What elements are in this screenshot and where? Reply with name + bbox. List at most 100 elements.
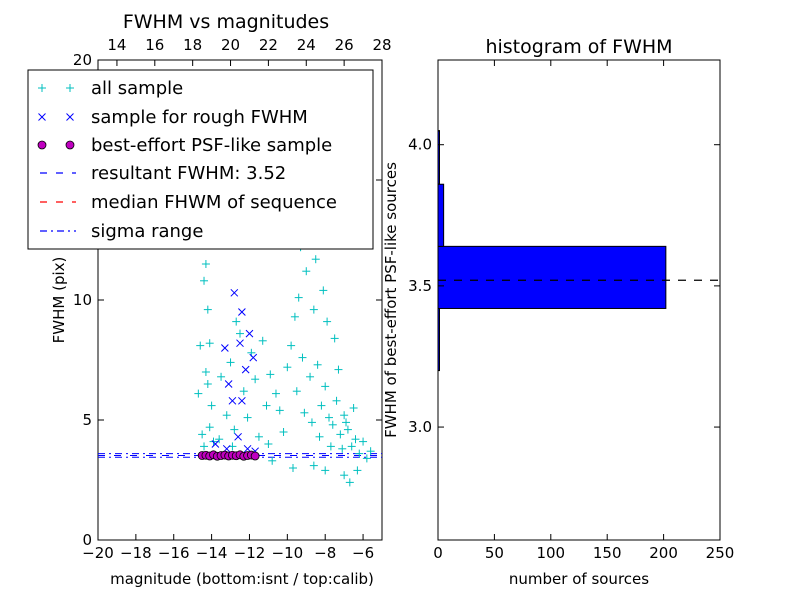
all-sample-point [353, 466, 362, 475]
legend-label: all sample [91, 78, 183, 99]
all-sample-point [289, 464, 298, 472]
all-sample-point [311, 255, 320, 264]
all-sample-point [317, 401, 326, 410]
all-sample-point [264, 440, 273, 448]
rough-sample-point-b [241, 365, 250, 374]
all-sample-point [362, 454, 371, 463]
all-sample-point [306, 372, 315, 381]
all-sample-point [300, 408, 309, 417]
rough-sample-point [236, 339, 244, 348]
all-sample-point [334, 365, 343, 374]
legend-x [66, 113, 74, 121]
all-sample-point [283, 363, 292, 372]
legend-label: sigma range [91, 221, 203, 242]
all-sample-point [321, 382, 330, 391]
right-y-axis-label: FWHM of best-effort PSF-like sources [382, 162, 400, 438]
rough-sample-point-b [224, 380, 233, 388]
all-sample-point [201, 368, 210, 376]
y-tick-label: 10 [73, 291, 92, 309]
all-sample-point [328, 420, 337, 429]
rough-sample-point-b [220, 344, 229, 352]
fwhm-histogram-plot: 0 50 100 150 200 250 3.0 3.5 4.0 histogram of FW… [382, 36, 734, 588]
legend-entry-resultant-fwhm: resultant FWHM: 3.52 [40, 163, 286, 184]
rough-sample-point [245, 329, 254, 338]
all-sample-point [302, 267, 311, 276]
all-sample-point [262, 401, 271, 410]
all-sample-point [196, 341, 205, 350]
rough-sample-point [249, 353, 258, 362]
all-sample-point [349, 404, 358, 412]
left-x-axis-label: magnitude (bottom:isnt / top:calib) [110, 570, 374, 588]
x-tick-label: −18 [120, 544, 152, 562]
rough-sample-point [230, 288, 239, 297]
rough-sample-point [234, 432, 242, 441]
legend-plus [66, 84, 74, 92]
left-y-axis-label: FWHM (pix) [50, 257, 68, 344]
y-tick-label: 3.0 [408, 418, 432, 436]
all-sample-point [236, 329, 244, 338]
all-sample-point [290, 312, 299, 321]
left-plot-title: FWHM vs magnitudes [123, 11, 329, 33]
histogram-bars [437, 130, 667, 372]
all-sample-point [201, 260, 210, 268]
rough-sample-point-b [230, 288, 239, 297]
x-tick-label: 50 [485, 544, 504, 562]
all-sample-point [338, 444, 347, 453]
all-sample-point [309, 305, 318, 314]
legend-entry-all-sample: all sample [38, 78, 183, 99]
x-tick-label: −6 [352, 544, 374, 562]
all-sample-point [239, 387, 248, 396]
all-sample-point [313, 360, 322, 369]
legend-plus [38, 84, 46, 92]
x-tick-label: −8 [314, 544, 336, 562]
all-sample-point [200, 276, 209, 285]
legend-entry-rough-sample: sample for rough FWHM [38, 107, 308, 128]
rough-sample-point-b [234, 432, 242, 441]
top-tick-label: 26 [335, 36, 354, 54]
legend-dot [65, 140, 75, 150]
psf-sample-point [250, 451, 260, 461]
legend-label: best-effort PSF-like sample [91, 135, 332, 156]
all-sample-point [319, 286, 328, 295]
all-sample-point [222, 411, 231, 420]
legend-entry-median-fwhm: median FHWM of sequence [40, 192, 337, 213]
top-tick-label: 24 [297, 36, 316, 54]
top-tick-label: 16 [145, 36, 164, 54]
rough-sample-point [220, 344, 229, 352]
right-plot-title: histogram of FWHM [485, 36, 672, 58]
x-tick-label: 250 [706, 544, 735, 562]
scatter-points [194, 197, 375, 487]
all-sample-point [294, 293, 303, 302]
all-sample-point [287, 341, 296, 350]
all-sample-point [343, 425, 352, 434]
all-sample-point [366, 447, 375, 456]
x-tick-label: −20 [82, 544, 114, 562]
rough-sample-point [228, 396, 237, 405]
legend-x [38, 113, 46, 121]
all-sample-point [243, 413, 252, 422]
right-ticks: 0 50 100 150 200 250 3.0 3.5 4.0 [408, 60, 734, 562]
all-sample-point [359, 437, 368, 446]
x-tick-label: −16 [158, 544, 190, 562]
histogram-bar [437, 307, 440, 372]
rough-sample-point-b [236, 339, 244, 348]
all-sample-point [254, 432, 263, 441]
all-sample-point [203, 305, 212, 314]
y-tick-label: 4.0 [408, 136, 432, 154]
right-x-axis-label: number of sources [509, 570, 649, 588]
rough-sample-point-b [243, 444, 252, 453]
y-tick-label: 3.5 [408, 277, 432, 295]
rough-sample-point [238, 396, 246, 405]
legend-label: sample for rough FWHM [91, 107, 308, 128]
all-sample-point [232, 317, 241, 326]
fwhm-vs-magnitudes-plot: −20−18−16−14−12−10−8−6051015201416182022… [27, 11, 392, 588]
all-sample-point [205, 423, 214, 432]
all-sample-point [332, 396, 341, 405]
all-sample-point [205, 339, 214, 348]
all-sample-point [226, 358, 235, 367]
all-sample-point [315, 432, 324, 441]
top-tick-label: 20 [221, 36, 240, 54]
top-tick-label: 14 [107, 36, 126, 54]
all-sample-point [345, 478, 354, 487]
